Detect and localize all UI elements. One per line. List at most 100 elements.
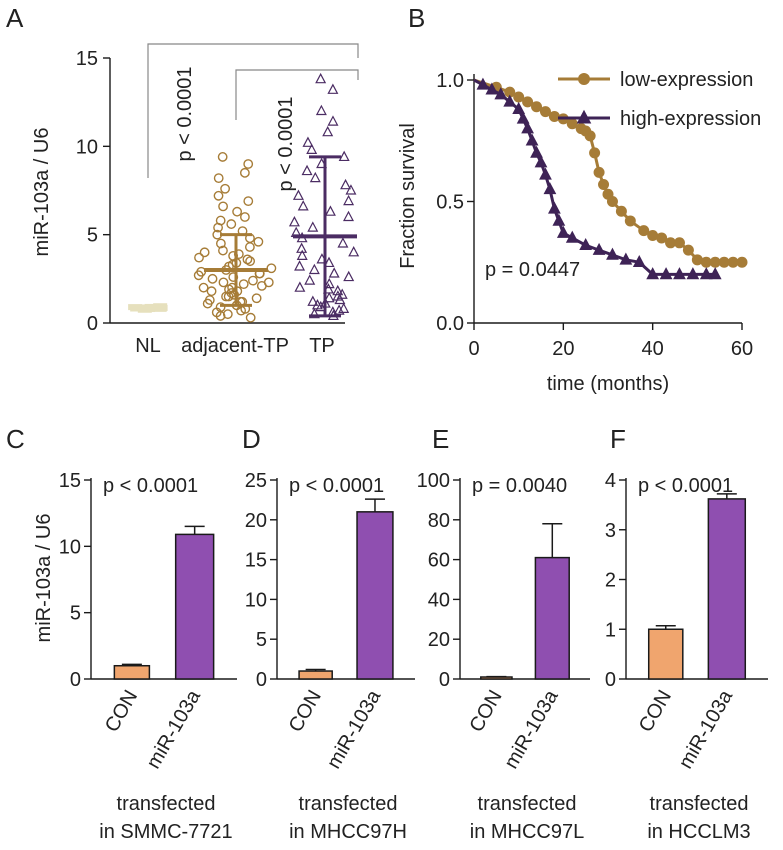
tp-point: [292, 189, 304, 200]
low-expression-point: [504, 86, 516, 98]
tp-point: [315, 300, 327, 312]
tp-point: [332, 284, 344, 296]
panel-b-y-label: Fraction survival: [397, 123, 419, 269]
tp-point: [307, 221, 319, 232]
high-expression-point: [619, 252, 633, 265]
panel-a-category-label: NL: [135, 335, 161, 357]
adjacent-tp-point: [221, 291, 231, 302]
adjacent-tp-point: [226, 219, 237, 229]
panel-letter-e: E: [432, 424, 449, 454]
panel-a-category-label: TP: [309, 335, 335, 357]
panel-a-p-value: p < 0.0001: [275, 96, 297, 191]
bar-con: [647, 628, 684, 680]
high-expression-point: [548, 201, 561, 214]
tp-point: [315, 104, 327, 116]
tp-point: [343, 194, 355, 206]
adjacent-tp-point: [251, 293, 262, 304]
tp-point: [334, 293, 346, 305]
panel-a-y-tick-label: 0: [87, 313, 98, 335]
panel-a-category-label: adjacent-TP: [181, 335, 289, 357]
category-label: miR-103a: [323, 686, 386, 773]
adjacent-tp-point: [266, 263, 277, 274]
panel-d-y-tick-label: 0: [256, 669, 267, 691]
panel-d-y-tick-label: 15: [245, 550, 267, 572]
adjacent-tp-point: [238, 279, 249, 290]
tp-point: [337, 237, 349, 248]
tp-point: [301, 164, 313, 176]
bar-mir-103a: [356, 511, 394, 680]
high-expression-point: [708, 267, 722, 280]
bar-con: [298, 670, 333, 680]
panel-b-p-value: p = 0.0447: [485, 259, 580, 281]
bar-con: [113, 664, 151, 680]
adjacent-tp-point: [239, 167, 250, 178]
tp-point: [327, 115, 339, 126]
panel-c-y-label: miR-103a / U6: [33, 514, 55, 643]
panel-c-y-tick-label: 10: [59, 536, 81, 558]
adjacent-tp-point: [194, 252, 204, 263]
high-expression-point: [512, 101, 526, 114]
caption-line: in HCCLM3: [647, 821, 750, 843]
high-expression-point: [530, 145, 543, 158]
low-expression-point: [665, 237, 677, 249]
adjacent-tp-point: [213, 190, 224, 201]
tp-point: [328, 267, 340, 278]
adjacent-tp-point: [206, 286, 217, 297]
low-expression-point: [584, 130, 596, 142]
panel-c-y-tick-label: 5: [70, 603, 81, 625]
high-expression-point: [485, 82, 499, 95]
adjacent-tp-point: [245, 312, 256, 323]
tp-point: [323, 277, 335, 289]
low-expression-point: [531, 101, 543, 113]
panel-b-x-tick-label: 60: [731, 338, 753, 360]
panel-f-p-value: p < 0.0001: [638, 475, 733, 497]
tp-point: [327, 83, 339, 94]
panel-b-y-tick-label: 0.5: [436, 192, 464, 214]
tp-point: [307, 295, 319, 306]
high-expression-point: [552, 213, 566, 226]
tp-point: [338, 150, 350, 162]
adjacent-tp-point: [243, 196, 254, 207]
panel-letter-c: C: [6, 424, 25, 454]
high-expression-point: [556, 225, 570, 238]
high-expression-point: [659, 267, 673, 280]
panel-b-x-label: time (months): [547, 373, 669, 395]
caption-line: in SMMC-7721: [99, 821, 232, 843]
bar-mir-103a: [174, 533, 215, 680]
caption-line: transfected: [299, 793, 398, 815]
low-expression-point: [656, 232, 668, 244]
adjacent-tp-point: [220, 183, 231, 194]
low-expression-point: [709, 256, 721, 268]
high-expression-point: [525, 133, 539, 146]
adjacent-tp-point: [218, 201, 228, 212]
high-expression-point: [521, 121, 534, 134]
caption-line: transfected: [650, 793, 749, 815]
panel-d-y-tick-label: 25: [245, 470, 267, 492]
category-label: CON: [285, 687, 326, 736]
low-expression-point: [615, 205, 627, 217]
low-expression-point: [522, 96, 534, 108]
low-expression-point: [727, 256, 739, 268]
adjacent-tp-point: [223, 291, 234, 302]
high-expression-point: [686, 267, 700, 280]
tp-point: [302, 136, 314, 147]
panel-letter-d: D: [242, 424, 261, 454]
tp-point: [306, 143, 318, 154]
adjacent-tp-point: [248, 275, 258, 286]
tp-point: [333, 304, 345, 315]
low-expression-point: [548, 110, 560, 122]
adjacent-tp-point: [213, 173, 224, 184]
bar-mir-103a: [707, 498, 747, 680]
panel-letter-b: B: [408, 3, 425, 33]
tp-point: [315, 72, 327, 84]
tp-point: [322, 125, 334, 137]
adjacent-tp-point: [202, 298, 213, 309]
adjacent-tp-point: [217, 152, 228, 162]
panel-b-y-tick-label: 1.0: [436, 70, 464, 92]
category-label: CON: [635, 687, 676, 736]
category-label: CON: [101, 687, 142, 736]
high-expression-point: [673, 267, 686, 280]
panel-d-y-tick-label: 5: [256, 629, 267, 651]
low-expression-point: [673, 237, 685, 249]
caption-line: transfected: [117, 793, 216, 815]
